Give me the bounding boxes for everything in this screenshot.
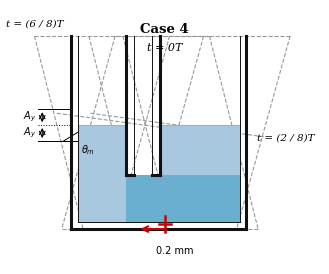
Text: $A_y$: $A_y$ xyxy=(23,126,37,140)
Bar xyxy=(78,125,126,222)
Text: t = (6 / 8)T: t = (6 / 8)T xyxy=(6,19,64,28)
Text: Case 4: Case 4 xyxy=(140,23,189,36)
Text: 0.2 mm: 0.2 mm xyxy=(156,246,193,256)
Text: $A_y$: $A_y$ xyxy=(23,110,37,124)
Bar xyxy=(78,175,240,222)
Text: $\theta_m$: $\theta_m$ xyxy=(81,143,95,157)
Text: t = 0T: t = 0T xyxy=(147,43,182,53)
Text: t = (2 / 8)T: t = (2 / 8)T xyxy=(257,133,315,142)
Bar xyxy=(78,125,126,222)
Bar xyxy=(160,125,240,222)
